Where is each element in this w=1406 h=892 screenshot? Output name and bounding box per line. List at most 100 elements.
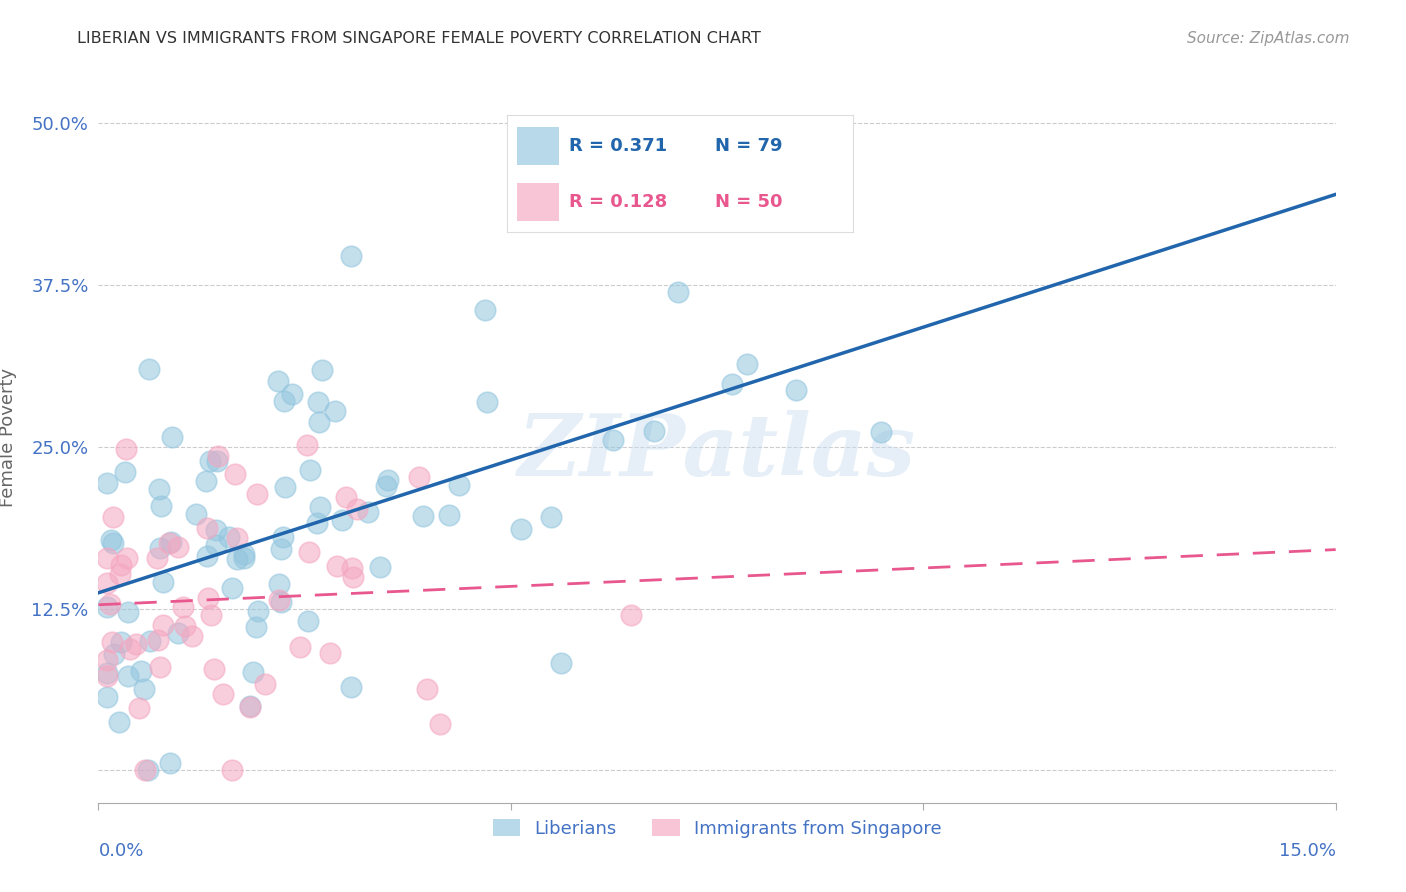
Point	[295, 438, 318, 452]
Point	[110, 558, 132, 573]
Text: LIBERIAN VS IMMIGRANTS FROM SINGAPORE FEMALE POVERTY CORRELATION CHART: LIBERIAN VS IMMIGRANTS FROM SINGAPORE FE…	[77, 31, 761, 46]
Point	[339, 681, 361, 695]
Point	[134, 764, 156, 778]
Point	[149, 499, 172, 513]
Point	[735, 357, 758, 371]
Point	[342, 560, 364, 574]
Point	[146, 632, 169, 647]
Point	[550, 656, 572, 670]
Point	[339, 249, 361, 263]
Point	[166, 541, 188, 555]
Point	[245, 620, 267, 634]
Point	[377, 473, 399, 487]
Point	[157, 535, 180, 549]
Point	[221, 581, 243, 595]
Point	[721, 376, 744, 391]
Point	[323, 403, 346, 417]
Point	[330, 513, 353, 527]
Point	[114, 465, 136, 479]
Point	[447, 477, 470, 491]
Point	[298, 545, 321, 559]
Point	[602, 433, 624, 447]
Point	[96, 550, 118, 565]
Point	[620, 608, 643, 623]
Point	[870, 425, 893, 439]
Point	[221, 764, 243, 778]
Point	[307, 516, 329, 531]
Point	[319, 646, 342, 660]
Point	[145, 550, 167, 565]
Point	[96, 653, 118, 667]
Point	[242, 665, 264, 679]
Point	[205, 454, 228, 468]
Point	[194, 474, 217, 488]
Point	[149, 541, 172, 555]
Point	[246, 487, 269, 501]
Point	[233, 548, 256, 562]
Point	[195, 549, 218, 563]
Point	[666, 285, 689, 299]
Point	[125, 637, 148, 651]
Point	[416, 682, 439, 697]
Point	[239, 699, 262, 714]
Point	[267, 577, 290, 591]
Point	[233, 550, 256, 565]
Point	[368, 559, 391, 574]
Point	[195, 521, 218, 535]
Point	[211, 687, 233, 701]
Point	[273, 394, 295, 409]
Point	[298, 463, 321, 477]
Point	[375, 479, 398, 493]
Point	[138, 362, 160, 376]
Point	[107, 714, 129, 729]
Text: 15.0%: 15.0%	[1278, 842, 1336, 860]
Point	[204, 523, 226, 537]
Point	[200, 608, 222, 623]
Y-axis label: Female Poverty: Female Poverty	[0, 368, 17, 507]
Point	[152, 574, 174, 589]
Point	[166, 625, 188, 640]
Point	[270, 594, 292, 608]
Point	[239, 698, 262, 713]
Point	[96, 690, 118, 704]
Point	[149, 660, 172, 674]
Point	[308, 415, 330, 429]
Point	[204, 538, 226, 552]
Point	[108, 567, 131, 582]
Text: Source: ZipAtlas.com: Source: ZipAtlas.com	[1187, 31, 1350, 46]
Point	[101, 635, 124, 649]
Point	[408, 470, 430, 484]
Point	[96, 475, 118, 490]
Point	[290, 640, 312, 655]
Point	[475, 395, 498, 409]
Point	[148, 483, 170, 497]
Point	[207, 449, 229, 463]
Point	[96, 669, 118, 683]
Point	[115, 442, 138, 457]
Point	[246, 604, 269, 618]
Point	[308, 500, 330, 514]
Point	[540, 509, 562, 524]
Point	[297, 614, 319, 628]
Point	[225, 531, 247, 545]
Point	[134, 681, 156, 696]
Point	[197, 591, 219, 605]
Text: ZIPatlas: ZIPatlas	[517, 410, 917, 493]
Point	[254, 676, 277, 690]
Point	[270, 541, 292, 556]
Point	[120, 642, 142, 657]
Point	[139, 633, 162, 648]
Point	[226, 552, 249, 566]
Point	[202, 663, 225, 677]
Point	[198, 454, 221, 468]
Point	[110, 635, 132, 649]
Point	[274, 480, 297, 494]
Text: 0.0%: 0.0%	[98, 842, 143, 860]
Point	[128, 701, 150, 715]
Point	[346, 502, 368, 516]
Point	[325, 558, 347, 573]
Point	[117, 668, 139, 682]
Point	[335, 490, 357, 504]
Point	[280, 387, 302, 401]
Point	[218, 530, 240, 544]
